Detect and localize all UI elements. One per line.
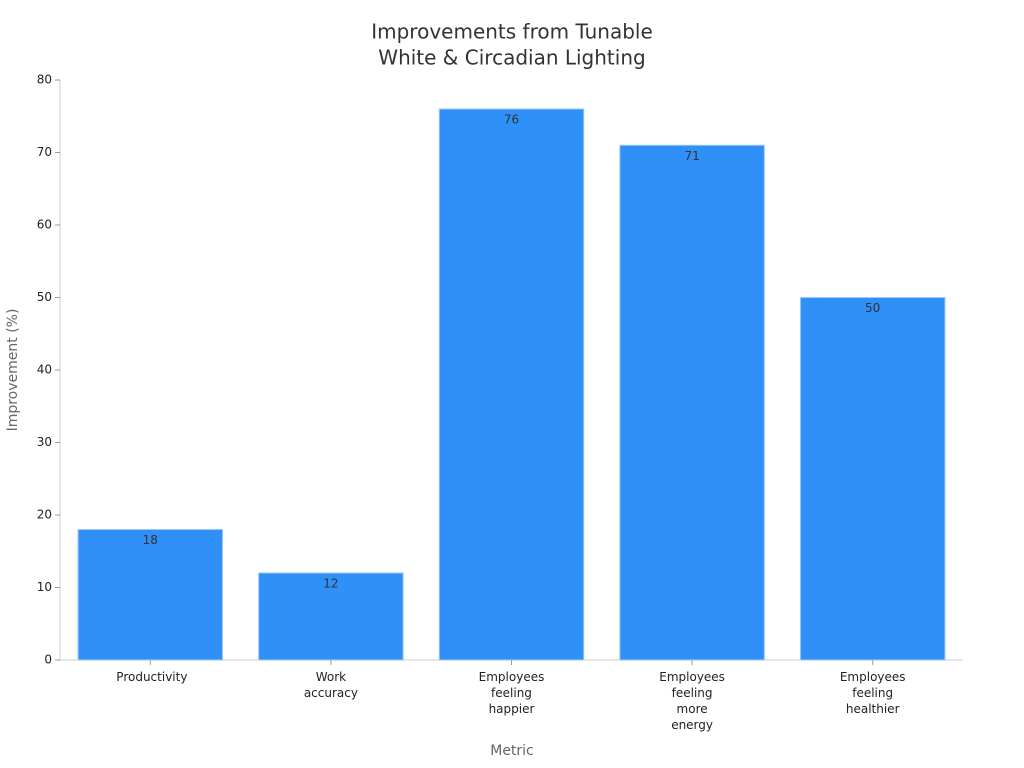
x-tick-label: Employees feeling more energy (659, 670, 725, 732)
value-label: 18 (143, 533, 158, 547)
x-axis-label: Metric (490, 743, 534, 759)
chart-title: White & Circadian Lighting (378, 46, 645, 70)
x-tick-label: Productivity (116, 670, 188, 684)
x-tick-label: Work accuracy (303, 670, 358, 700)
value-label: 12 (323, 577, 338, 591)
y-tick-label: 60 (37, 218, 52, 232)
y-tick-label: 70 (37, 145, 52, 159)
y-axis-label: Improvement (%) (5, 309, 21, 432)
x-tick-label: Employees feeling happier (478, 670, 545, 716)
y-tick-label: 30 (37, 435, 52, 449)
y-tick-label: 20 (37, 508, 52, 522)
x-tick-label: Employees feeling healthier (839, 670, 906, 716)
bar (438, 108, 585, 661)
y-tick-label: 10 (37, 580, 52, 594)
bar (258, 572, 404, 661)
y-tick-label: 0 (44, 653, 52, 667)
bar (77, 529, 224, 661)
value-label: 50 (865, 301, 880, 315)
y-tick-label: 80 (37, 73, 52, 87)
value-label: 76 (504, 113, 519, 127)
y-tick-label: 50 (37, 290, 52, 304)
chart-title: Improvements from Tunable (371, 20, 653, 44)
y-tick-label: 40 (37, 363, 52, 377)
value-label: 71 (684, 149, 699, 163)
bar (799, 297, 946, 661)
bar (619, 144, 765, 661)
